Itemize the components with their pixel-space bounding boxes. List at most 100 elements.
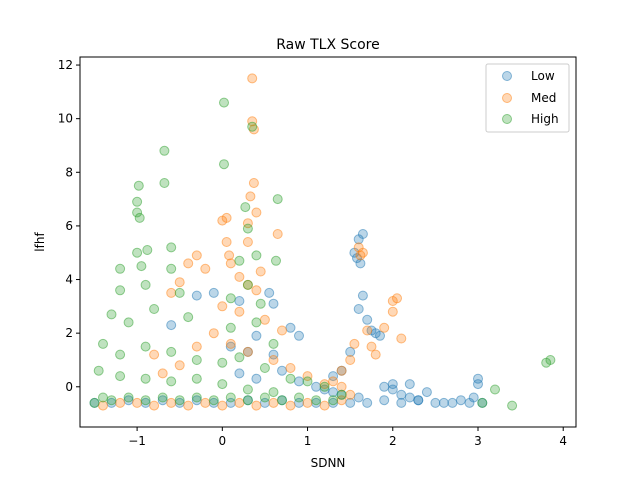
point-med-41 xyxy=(277,325,287,336)
legend-label-med: Med xyxy=(531,91,556,105)
point-med-30 xyxy=(191,250,202,261)
point-high-38 xyxy=(140,279,151,290)
point-high-15 xyxy=(328,395,339,406)
point-med-44 xyxy=(242,346,253,357)
point-med-32 xyxy=(200,263,211,274)
point-high-54 xyxy=(191,355,202,365)
point-med-58 xyxy=(392,293,402,304)
point-med-13 xyxy=(319,400,330,411)
point-med-65 xyxy=(345,389,356,400)
y-tick-label: 12 xyxy=(58,58,73,72)
x-tick-label: 0 xyxy=(219,434,227,448)
point-med-3 xyxy=(149,400,160,411)
point-high-56 xyxy=(234,352,245,363)
point-high-13 xyxy=(294,392,304,403)
point-med-37 xyxy=(166,287,177,298)
point-high-21 xyxy=(159,178,170,188)
point-high-16 xyxy=(219,97,229,108)
point-high-64 xyxy=(166,376,177,387)
point-low-56 xyxy=(345,346,356,357)
point-low-66 xyxy=(413,395,424,406)
point-high-63 xyxy=(140,373,151,384)
y-tick-label: 6 xyxy=(65,219,73,233)
point-med-35 xyxy=(251,285,262,296)
point-high-25 xyxy=(132,207,143,218)
point-low-25 xyxy=(208,287,219,298)
point-med-23 xyxy=(242,218,253,229)
point-high-6 xyxy=(174,395,185,406)
point-high-65 xyxy=(191,373,202,384)
legend-item-low: Low xyxy=(502,69,555,83)
point-high-55 xyxy=(217,357,228,368)
x-tick-label: 4 xyxy=(559,434,567,448)
point-high-30 xyxy=(132,247,143,258)
point-high-12 xyxy=(277,395,287,406)
point-med-36 xyxy=(174,277,185,288)
point-med-6 xyxy=(200,397,211,408)
point-low-32 xyxy=(251,330,262,341)
y-tick-label: 8 xyxy=(65,165,73,179)
point-med-12 xyxy=(302,397,313,408)
point-high-18 xyxy=(159,145,170,156)
point-med-45 xyxy=(268,355,279,365)
point-low-31 xyxy=(166,320,177,331)
point-med-18 xyxy=(248,178,259,188)
point-med-31 xyxy=(183,258,194,269)
point-low-20 xyxy=(430,397,441,408)
point-med-28 xyxy=(225,258,236,269)
point-med-59 xyxy=(387,306,398,317)
point-high-35 xyxy=(251,250,262,261)
point-low-37 xyxy=(251,373,262,384)
point-high-47 xyxy=(225,322,236,333)
point-low-35 xyxy=(268,349,279,360)
point-med-26 xyxy=(221,237,232,247)
point-high-60 xyxy=(319,381,330,392)
point-high-3 xyxy=(123,392,134,403)
point-med-1 xyxy=(115,397,126,408)
point-med-54 xyxy=(366,341,377,352)
point-med-69 xyxy=(157,368,168,379)
point-high-71 xyxy=(490,384,500,395)
point-low-40 xyxy=(311,381,322,392)
point-low-26 xyxy=(234,296,245,306)
point-high-22 xyxy=(132,196,143,207)
point-med-25 xyxy=(242,237,253,247)
point-high-46 xyxy=(183,312,194,323)
point-low-58 xyxy=(328,371,339,382)
point-high-48 xyxy=(251,317,262,328)
point-high-50 xyxy=(98,338,108,349)
point-low-18 xyxy=(396,397,407,408)
y-tick-label: 0 xyxy=(65,380,73,394)
point-low-60 xyxy=(387,379,398,390)
point-med-60 xyxy=(396,333,407,344)
point-low-36 xyxy=(234,368,245,379)
series-high xyxy=(89,97,556,411)
point-low-65 xyxy=(404,392,415,403)
point-high-17 xyxy=(247,121,258,132)
point-low-71 xyxy=(468,392,479,403)
point-low-68 xyxy=(455,395,466,406)
point-low-70 xyxy=(473,373,483,384)
point-high-74 xyxy=(545,355,556,365)
point-med-19 xyxy=(245,191,256,202)
point-med-46 xyxy=(285,363,296,373)
point-high-68 xyxy=(268,387,279,398)
point-low-63 xyxy=(387,384,398,395)
point-high-14 xyxy=(311,395,322,406)
point-high-40 xyxy=(225,293,236,304)
plot-frame xyxy=(79,56,577,428)
point-low-52 xyxy=(362,314,373,325)
point-low-67 xyxy=(438,397,449,408)
point-low-50 xyxy=(357,290,368,301)
point-low-38 xyxy=(277,365,287,376)
point-low-24 xyxy=(191,290,202,301)
point-high-10 xyxy=(242,395,253,406)
point-high-53 xyxy=(166,346,177,357)
point-high-4 xyxy=(140,395,151,406)
point-med-42 xyxy=(208,328,219,339)
point-high-42 xyxy=(255,298,266,309)
legend-marker-med xyxy=(502,93,512,103)
point-med-20 xyxy=(251,207,262,218)
legend-label-low: Low xyxy=(531,69,555,83)
